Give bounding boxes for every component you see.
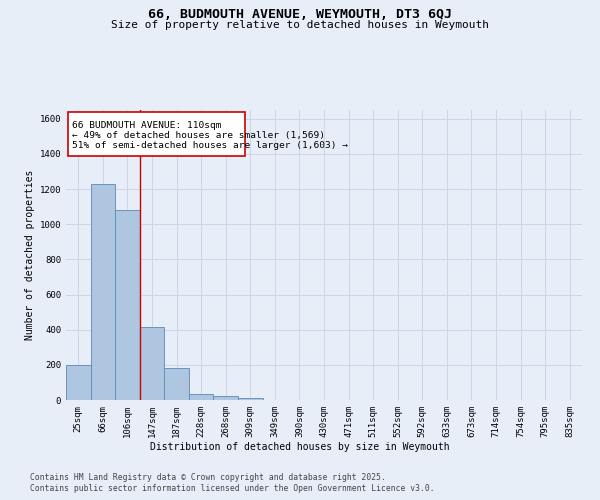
- Text: ← 49% of detached houses are smaller (1,569): ← 49% of detached houses are smaller (1,…: [72, 131, 325, 140]
- Text: 66 BUDMOUTH AVENUE: 110sqm: 66 BUDMOUTH AVENUE: 110sqm: [72, 122, 221, 130]
- Bar: [66, 365, 91, 400]
- Bar: [189, 394, 214, 400]
- Bar: [140, 327, 164, 400]
- Bar: [214, 396, 238, 400]
- Y-axis label: Number of detached properties: Number of detached properties: [25, 170, 35, 340]
- Bar: [68, 112, 245, 156]
- Text: Contains HM Land Registry data © Crown copyright and database right 2025.: Contains HM Land Registry data © Crown c…: [30, 472, 386, 482]
- Text: Size of property relative to detached houses in Weymouth: Size of property relative to detached ho…: [111, 20, 489, 30]
- Bar: [91, 184, 115, 400]
- Bar: [238, 398, 263, 400]
- Bar: [164, 368, 189, 400]
- Bar: [115, 210, 140, 400]
- Text: 51% of semi-detached houses are larger (1,603) →: 51% of semi-detached houses are larger (…: [72, 141, 348, 150]
- Text: 66, BUDMOUTH AVENUE, WEYMOUTH, DT3 6QJ: 66, BUDMOUTH AVENUE, WEYMOUTH, DT3 6QJ: [148, 8, 452, 20]
- Text: Contains public sector information licensed under the Open Government Licence v3: Contains public sector information licen…: [30, 484, 434, 493]
- Text: Distribution of detached houses by size in Weymouth: Distribution of detached houses by size …: [150, 442, 450, 452]
